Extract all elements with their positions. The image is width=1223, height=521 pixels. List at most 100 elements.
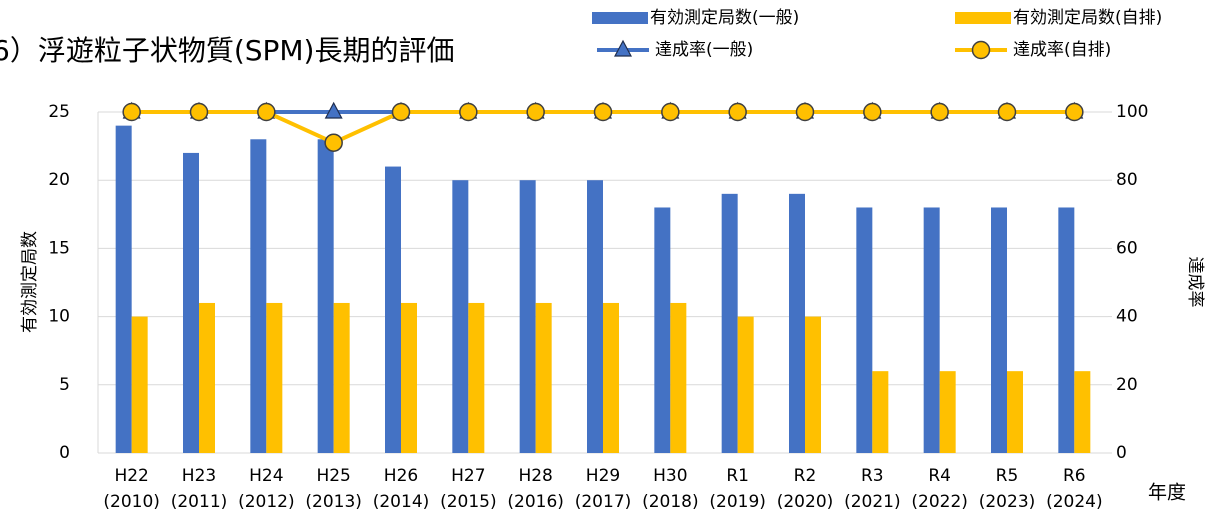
bar <box>333 302 350 453</box>
bar <box>856 207 873 453</box>
x-tick-label: H23 <box>182 466 216 486</box>
y-tick-label: 25 <box>48 102 70 122</box>
bar <box>468 302 485 453</box>
x-tick-label: (2016) <box>507 492 564 512</box>
bar <box>199 302 215 453</box>
legend-marker <box>971 40 991 60</box>
point-marker <box>593 102 613 122</box>
bar <box>519 180 536 453</box>
y2-tick-label: 0 <box>1116 443 1127 463</box>
x-axis-label: 年度 <box>1148 482 1186 504</box>
legend-label: 達成率(一般) <box>655 40 753 60</box>
point-marker <box>1065 102 1084 122</box>
bar <box>535 302 552 453</box>
x-tick-label: (2014) <box>373 492 430 512</box>
bar <box>939 371 956 453</box>
point-marker <box>391 102 411 122</box>
x-tick-label: R3 <box>861 466 884 486</box>
chart-title: 6）浮遊粒子状物質(SPM)長期的評価 <box>0 34 454 67</box>
point-marker <box>459 102 478 122</box>
bar <box>587 180 603 453</box>
x-tick-label: H28 <box>518 466 552 486</box>
legend-label: 達成率(自排) <box>1013 40 1111 60</box>
bar <box>250 139 267 453</box>
x-tick-label: (2024) <box>1046 492 1103 512</box>
bar <box>1007 371 1023 453</box>
point-marker <box>324 101 343 119</box>
x-tick-label: (2011) <box>171 492 228 512</box>
x-tick-label: R4 <box>928 466 951 486</box>
bar <box>991 207 1007 453</box>
x-tick-label: R6 <box>1063 466 1086 486</box>
x-tick-label: H24 <box>249 466 283 486</box>
legend-swatch <box>592 12 648 24</box>
bar <box>183 152 199 454</box>
legend-label: 有効測定局数(一般) <box>650 8 799 28</box>
bar <box>670 302 687 453</box>
x-tick-label: (2020) <box>777 492 834 512</box>
y-tick-label: 10 <box>48 307 70 327</box>
x-tick-label: R2 <box>794 466 817 486</box>
bar <box>1074 371 1091 453</box>
legend-swatch <box>955 12 1011 24</box>
bar <box>603 302 619 453</box>
point-marker <box>122 102 141 122</box>
y2-tick-label: 20 <box>1116 375 1138 395</box>
x-tick-label: (2018) <box>642 492 699 512</box>
point-marker <box>863 102 882 122</box>
y2-tick-label: 60 <box>1116 238 1138 258</box>
bar <box>401 302 417 453</box>
y2-tick-label: 100 <box>1116 102 1148 122</box>
x-tick-label: (2022) <box>911 492 968 512</box>
bar <box>789 193 805 453</box>
point-marker <box>661 102 680 122</box>
bar <box>115 125 132 453</box>
bar <box>452 180 469 453</box>
y-tick-label: 20 <box>48 170 70 190</box>
y-tick-label: 15 <box>48 238 70 258</box>
x-tick-label: H25 <box>316 466 350 486</box>
y2-tick-label: 80 <box>1116 170 1138 190</box>
x-tick-label: (2013) <box>305 492 362 512</box>
point-marker <box>257 102 276 122</box>
point-marker <box>526 102 545 122</box>
point-marker <box>930 102 949 122</box>
y-tick-label: 5 <box>59 375 70 395</box>
x-tick-label: H27 <box>451 466 485 486</box>
point-marker <box>324 133 343 152</box>
point-marker <box>728 102 747 122</box>
x-tick-label: R1 <box>726 466 749 486</box>
bar <box>317 139 334 453</box>
x-tick-label: H29 <box>586 466 620 486</box>
x-tick-label: (2023) <box>979 492 1036 512</box>
bar <box>872 371 889 453</box>
y2-tick-label: 40 <box>1116 307 1138 327</box>
bar <box>737 316 754 453</box>
bar <box>385 166 401 453</box>
y-axis-label: 有効測定局数 <box>20 231 40 333</box>
x-tick-label: (2010) <box>103 492 160 512</box>
bar <box>131 316 148 453</box>
point-marker <box>795 102 815 122</box>
x-tick-label: H22 <box>114 466 148 486</box>
x-tick-label: (2021) <box>844 492 901 512</box>
x-tick-label: (2015) <box>440 492 497 512</box>
bar <box>266 302 283 453</box>
x-tick-label: H26 <box>384 466 418 486</box>
bar <box>923 207 940 453</box>
x-tick-label: (2019) <box>709 492 766 512</box>
bar <box>721 193 738 453</box>
point-marker <box>189 102 209 122</box>
x-tick-label: (2012) <box>238 492 295 512</box>
x-tick-label: H30 <box>653 466 687 486</box>
legend-marker <box>614 39 632 57</box>
bar <box>1058 207 1075 453</box>
x-tick-label: R5 <box>996 466 1019 486</box>
point-marker <box>997 102 1017 122</box>
bar <box>805 316 821 453</box>
x-tick-label: (2017) <box>575 492 632 512</box>
y2-axis-label: 達成率 <box>1185 257 1205 308</box>
bar <box>654 207 671 453</box>
legend-label: 有効測定局数(自排) <box>1013 8 1162 28</box>
